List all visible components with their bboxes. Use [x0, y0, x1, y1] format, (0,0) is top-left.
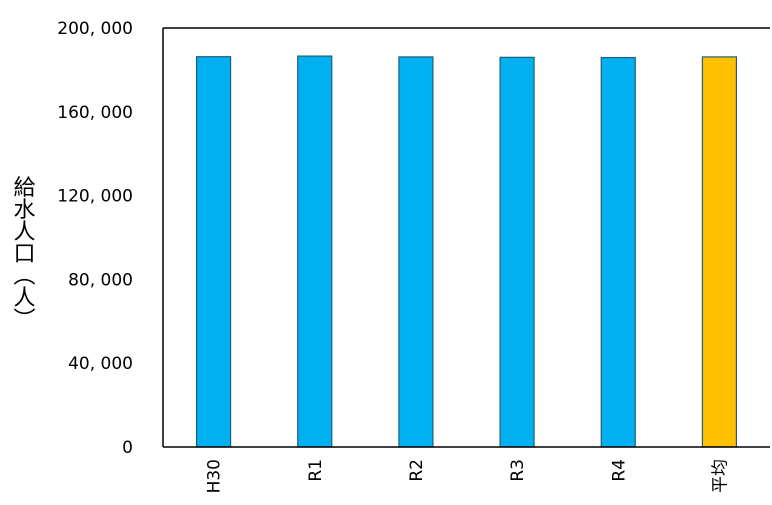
bar: [600, 56, 636, 448]
bar: [499, 56, 535, 448]
x-tick-label: R2: [407, 459, 427, 482]
bar: [195, 56, 232, 448]
y-tick-label: 80, 000: [68, 270, 133, 290]
x-axis-labels: H30 R1 R2 R3 R4 平均: [205, 459, 731, 493]
y-tick-label: 40, 000: [68, 354, 133, 374]
bars: [195, 55, 738, 448]
x-tick-label: R3: [508, 459, 528, 482]
y-tick-label: 120, 000: [57, 187, 133, 207]
y-tick-label: 0: [122, 438, 133, 458]
bar: [398, 56, 434, 448]
y-axis-label: 給水人口（人）: [10, 176, 36, 330]
x-tick-label: H30: [205, 459, 225, 493]
x-tick-label: R4: [609, 459, 629, 482]
y-tick-label: 160, 000: [57, 103, 133, 123]
x-tick-label: 平均: [710, 459, 730, 493]
x-tick-label: R1: [306, 459, 326, 482]
bar: [297, 55, 333, 448]
bar: [701, 56, 738, 448]
y-tick-label: 200, 000: [57, 19, 133, 39]
y-axis-ticks: 0 40, 000 80, 000 120, 000 160, 000 200, 000: [57, 19, 133, 458]
